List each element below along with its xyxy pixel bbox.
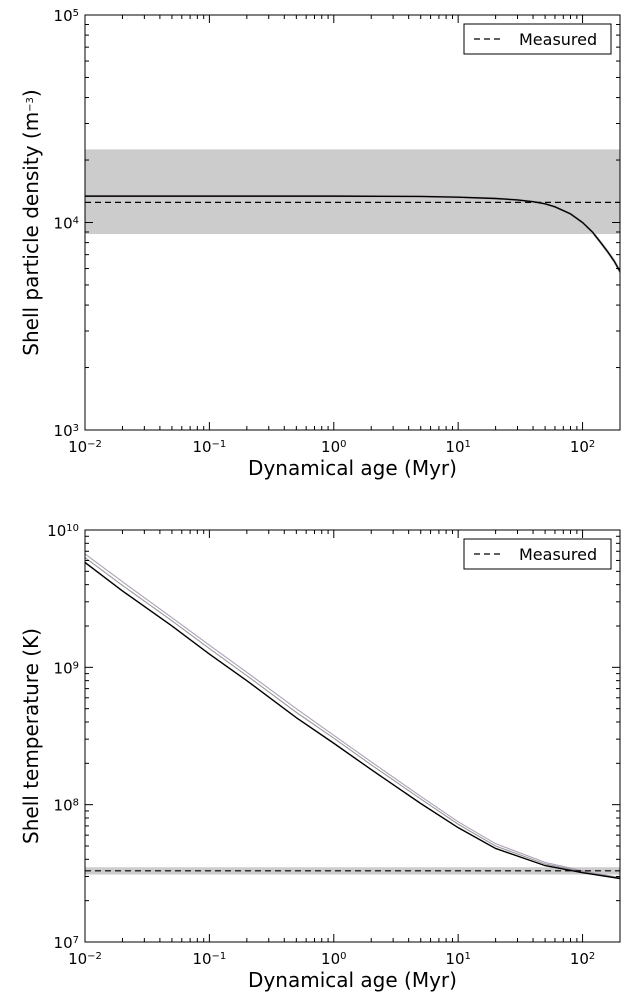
x-tick-label: 102: [570, 950, 595, 968]
measured-band: [85, 867, 620, 875]
y-axis-label: Shell particle density (m−3): [19, 89, 43, 355]
x-tick-exponent: 0: [340, 439, 346, 450]
y-tick-exponent: 9: [73, 660, 79, 671]
x-tick-label: 100: [321, 438, 346, 456]
y-tick-label: 109: [54, 659, 79, 677]
y-axis-label: Shell temperature (K): [19, 628, 43, 844]
x-tick-label: 102: [570, 438, 595, 456]
x-tick-exponent: 1: [465, 439, 471, 450]
series-line-2: [85, 553, 620, 879]
series-line-0: [85, 195, 620, 272]
y-tick-exponent: 4: [73, 215, 79, 226]
x-tick-label: 101: [445, 950, 470, 968]
x-tick-label: 100: [321, 950, 346, 968]
legend: Measured: [463, 538, 612, 570]
y-tick-exponent: 3: [73, 423, 79, 434]
temperature-panel: 10−2 10−1 100 101 1021071081091010Dynamical …: [19, 522, 621, 992]
series-line-1: [85, 557, 620, 879]
y-tick-label: 1010: [47, 522, 79, 540]
x-tick-label: 101: [445, 438, 470, 456]
x-tick-exponent: 2: [589, 951, 595, 962]
x-axis-label: Dynamical age (Myr): [248, 968, 457, 992]
x-tick-exponent: 1: [465, 951, 471, 962]
y-tick-exponent: 7: [73, 935, 79, 946]
y-tick-exponent: 8: [73, 797, 79, 808]
x-axis-label: Dynamical age (Myr): [248, 456, 457, 480]
y-tick-exponent: 5: [73, 8, 79, 19]
y-tick-label: 104: [54, 215, 79, 233]
y-tick-exponent: 10: [66, 523, 79, 534]
series-group: [85, 553, 620, 880]
legend-label: Measured: [519, 30, 597, 49]
x-tick-label: 10−2: [68, 438, 102, 456]
plot-frame: [84, 529, 621, 943]
x-tick-label: 10−1: [192, 950, 226, 968]
x-tick-label: 10−2: [68, 950, 102, 968]
legend-label: Measured: [519, 545, 597, 564]
x-tick-exponent: 0: [340, 951, 346, 962]
series-group: [85, 194, 620, 274]
x-tick-exponent: −2: [87, 951, 102, 962]
y-axis-label-exponent: −3: [25, 97, 36, 112]
x-tick-exponent: −1: [212, 439, 227, 450]
y-tick-label: 105: [54, 7, 79, 25]
y-tick-label: 108: [54, 797, 79, 815]
legend: Measured: [463, 23, 612, 55]
y-axis-label-close: ): [19, 89, 43, 97]
x-tick-exponent: 2: [589, 439, 595, 450]
x-tick-label: 10−1: [192, 438, 226, 456]
series-line-0: [85, 561, 620, 880]
x-tick-exponent: −1: [212, 951, 227, 962]
x-tick-exponent: −2: [87, 439, 102, 450]
density-panel: 10−2 10−1 100 101 102 1 0 3 104 105 Dynamical age …: [19, 7, 621, 480]
measured-band: [85, 149, 620, 235]
